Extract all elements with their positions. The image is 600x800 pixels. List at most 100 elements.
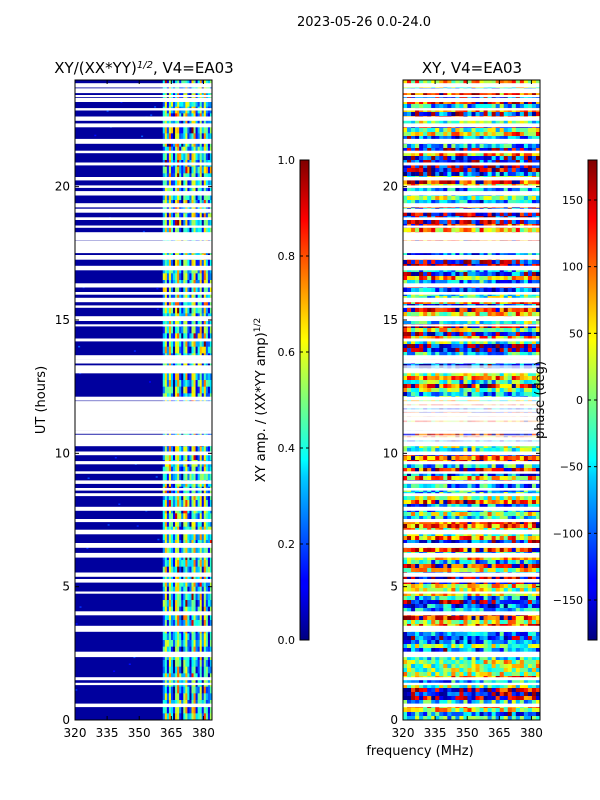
amplitude-cell [195, 520, 198, 527]
amplitude-cell [177, 500, 180, 507]
phase-cell [479, 132, 484, 137]
amplitude-cell [195, 580, 198, 587]
phase-cell [475, 332, 480, 337]
phase-cell [463, 212, 468, 217]
phase-cell [435, 308, 440, 313]
amplitude-cell [183, 666, 186, 674]
phase-cell [411, 132, 416, 137]
amplitude-cell [168, 646, 172, 654]
amplitude-cell [170, 173, 174, 181]
phase-cell [471, 100, 476, 105]
phase-cell [411, 288, 416, 293]
phase-cell [531, 164, 537, 169]
phase-cell [411, 276, 416, 281]
phase-cell [523, 144, 529, 149]
phase-cell [447, 308, 452, 313]
amplitude-flagged-row [75, 543, 212, 548]
phase-cell [451, 276, 456, 281]
amplitude-cell [209, 193, 212, 201]
amplitude-cell [187, 300, 190, 307]
phase-cell [523, 348, 529, 353]
phase-cell [451, 320, 456, 325]
amplitude-cell [173, 193, 176, 201]
amplitude-cell [203, 633, 207, 641]
amplitude-cell [191, 713, 194, 720]
amplitude-cell [166, 693, 170, 701]
phase-cell [499, 180, 505, 185]
amplitude-cell [164, 600, 168, 607]
amplitude-cell [166, 593, 170, 601]
amplitude-cell [189, 300, 192, 307]
amplitude-cell [181, 260, 184, 267]
amplitude-cell [179, 220, 182, 227]
amplitude-cell [205, 620, 209, 627]
phase-cell [471, 212, 476, 217]
amplitude-cell [179, 100, 182, 107]
phase-cell [407, 344, 412, 349]
phase-cell [499, 348, 505, 353]
amplitude-cell [179, 273, 182, 281]
phase-cell [507, 288, 513, 293]
amplitude-cell [181, 180, 184, 187]
phase-cell [439, 196, 444, 201]
amplitude-cell [173, 560, 176, 567]
phase-cell [523, 112, 529, 117]
amplitude-flagged-row [75, 677, 212, 681]
amplitude-cell [181, 633, 184, 641]
amplitude-cell [193, 620, 196, 627]
phase-cell [495, 212, 501, 217]
phase-cell [487, 328, 492, 333]
amplitude-cell [185, 693, 188, 701]
phase-cell [519, 332, 525, 337]
amplitude-cell [166, 133, 170, 141]
phase-cell [403, 228, 408, 233]
amplitude-cell [187, 613, 190, 621]
amplitude-colorbar-gradient [299, 159, 310, 641]
phase-cell [411, 148, 416, 153]
amplitude-cell [162, 666, 166, 674]
phase-cell [403, 276, 408, 281]
amplitude-cell [209, 700, 212, 707]
phase-cell [527, 144, 533, 149]
amplitude-cell [207, 513, 211, 521]
phase-cell [511, 200, 517, 205]
amplitude-speckle [133, 656, 136, 659]
phase-cell [499, 288, 505, 293]
phase-cell [451, 332, 456, 337]
amplitude-cell [168, 520, 172, 527]
phase-cell [483, 220, 488, 225]
phase-cell [443, 120, 448, 125]
amplitude-cell [187, 700, 190, 707]
amplitude-cell [185, 640, 188, 647]
amplitude-cell [179, 640, 182, 647]
amplitude-cell [164, 260, 168, 267]
phase-cell [491, 144, 496, 149]
phase-cell [419, 160, 424, 165]
amplitude-cell [205, 493, 209, 501]
phase-cell [467, 132, 472, 137]
amplitude-cell [205, 606, 209, 614]
phase-cell [451, 156, 456, 161]
amplitude-cell [187, 173, 190, 181]
amplitude-cell [185, 573, 188, 581]
amplitude-cell [164, 640, 168, 647]
phase-cell [455, 156, 460, 161]
phase-cell [459, 288, 464, 293]
phase-cell [531, 100, 537, 105]
amplitude-cell [197, 213, 200, 221]
amplitude-cell [195, 100, 198, 107]
phase-cell [431, 348, 436, 353]
amplitude-cell [209, 293, 212, 301]
phase-cell [403, 280, 408, 285]
phase-cell [459, 252, 464, 257]
amplitude-cell [162, 646, 166, 654]
amplitude-cell [179, 326, 182, 334]
amplitude-cell [191, 693, 194, 701]
amplitude-cell [187, 326, 190, 334]
phase-cell [515, 136, 521, 141]
phase-cell [447, 120, 452, 125]
amplitude-cell [209, 646, 212, 654]
phase-cell [471, 180, 476, 185]
amplitude-cell [195, 660, 198, 667]
amplitude-cell [183, 660, 186, 667]
